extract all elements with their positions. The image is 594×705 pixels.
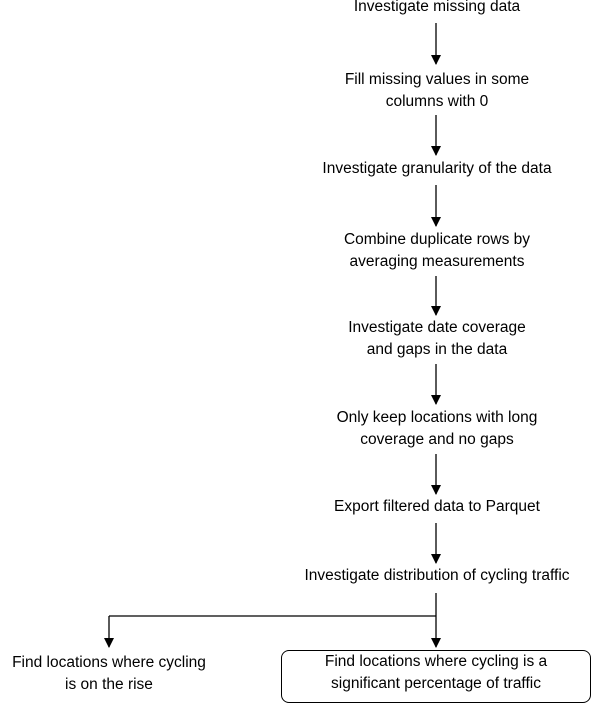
step-export-parquet: Export filtered data to Parquet bbox=[237, 496, 594, 518]
branch-cycling-significant-percentage: Find locations where cycling is a signif… bbox=[281, 650, 591, 703]
step-7-line-1: Export filtered data to Parquet bbox=[334, 498, 540, 515]
step-investigate-missing-data: Investigate missing data bbox=[237, 0, 594, 18]
step-6-line-1: Only keep locations with long bbox=[336, 409, 538, 426]
step-investigate-granularity: Investigate granularity of the data bbox=[237, 158, 594, 180]
step-fill-missing-values: Fill missing values in some columns with… bbox=[237, 69, 594, 113]
step-8-line-1: Investigate distribution of cycling traf… bbox=[304, 567, 570, 584]
step-5-line-1: Investigate date coverage bbox=[348, 319, 526, 336]
step-5-line-2: and gaps in the data bbox=[366, 341, 508, 358]
branch-cycling-on-rise: Find locations where cycling is on the r… bbox=[0, 652, 220, 696]
branch-1-line-1: Find locations where cycling bbox=[12, 654, 206, 671]
step-investigate-date-coverage: Investigate date coverage and gaps in th… bbox=[237, 317, 594, 361]
step-6-line-2: coverage and no gaps bbox=[360, 431, 514, 448]
step-4-line-1: Combine duplicate rows by bbox=[343, 231, 531, 248]
step-investigate-cycling-distribution: Investigate distribution of cycling traf… bbox=[212, 565, 594, 587]
step-2-line-2: columns with 0 bbox=[385, 93, 489, 110]
branch-2-line-1: Find locations where cycling is a bbox=[324, 653, 548, 670]
step-4-line-2: averaging measurements bbox=[349, 253, 525, 270]
step-1-line-1: Investigate missing data bbox=[353, 0, 521, 15]
arrows-group bbox=[104, 23, 441, 648]
step-2-line-1: Fill missing values in some bbox=[344, 71, 530, 88]
step-3-line-1: Investigate granularity of the data bbox=[322, 160, 552, 177]
step-combine-duplicate-rows: Combine duplicate rows by averaging meas… bbox=[237, 229, 594, 273]
branch-2-line-2: significant percentage of traffic bbox=[331, 675, 541, 692]
step-keep-long-coverage-locations: Only keep locations with long coverage a… bbox=[237, 407, 594, 451]
branch-1-line-2: is on the rise bbox=[65, 676, 153, 693]
